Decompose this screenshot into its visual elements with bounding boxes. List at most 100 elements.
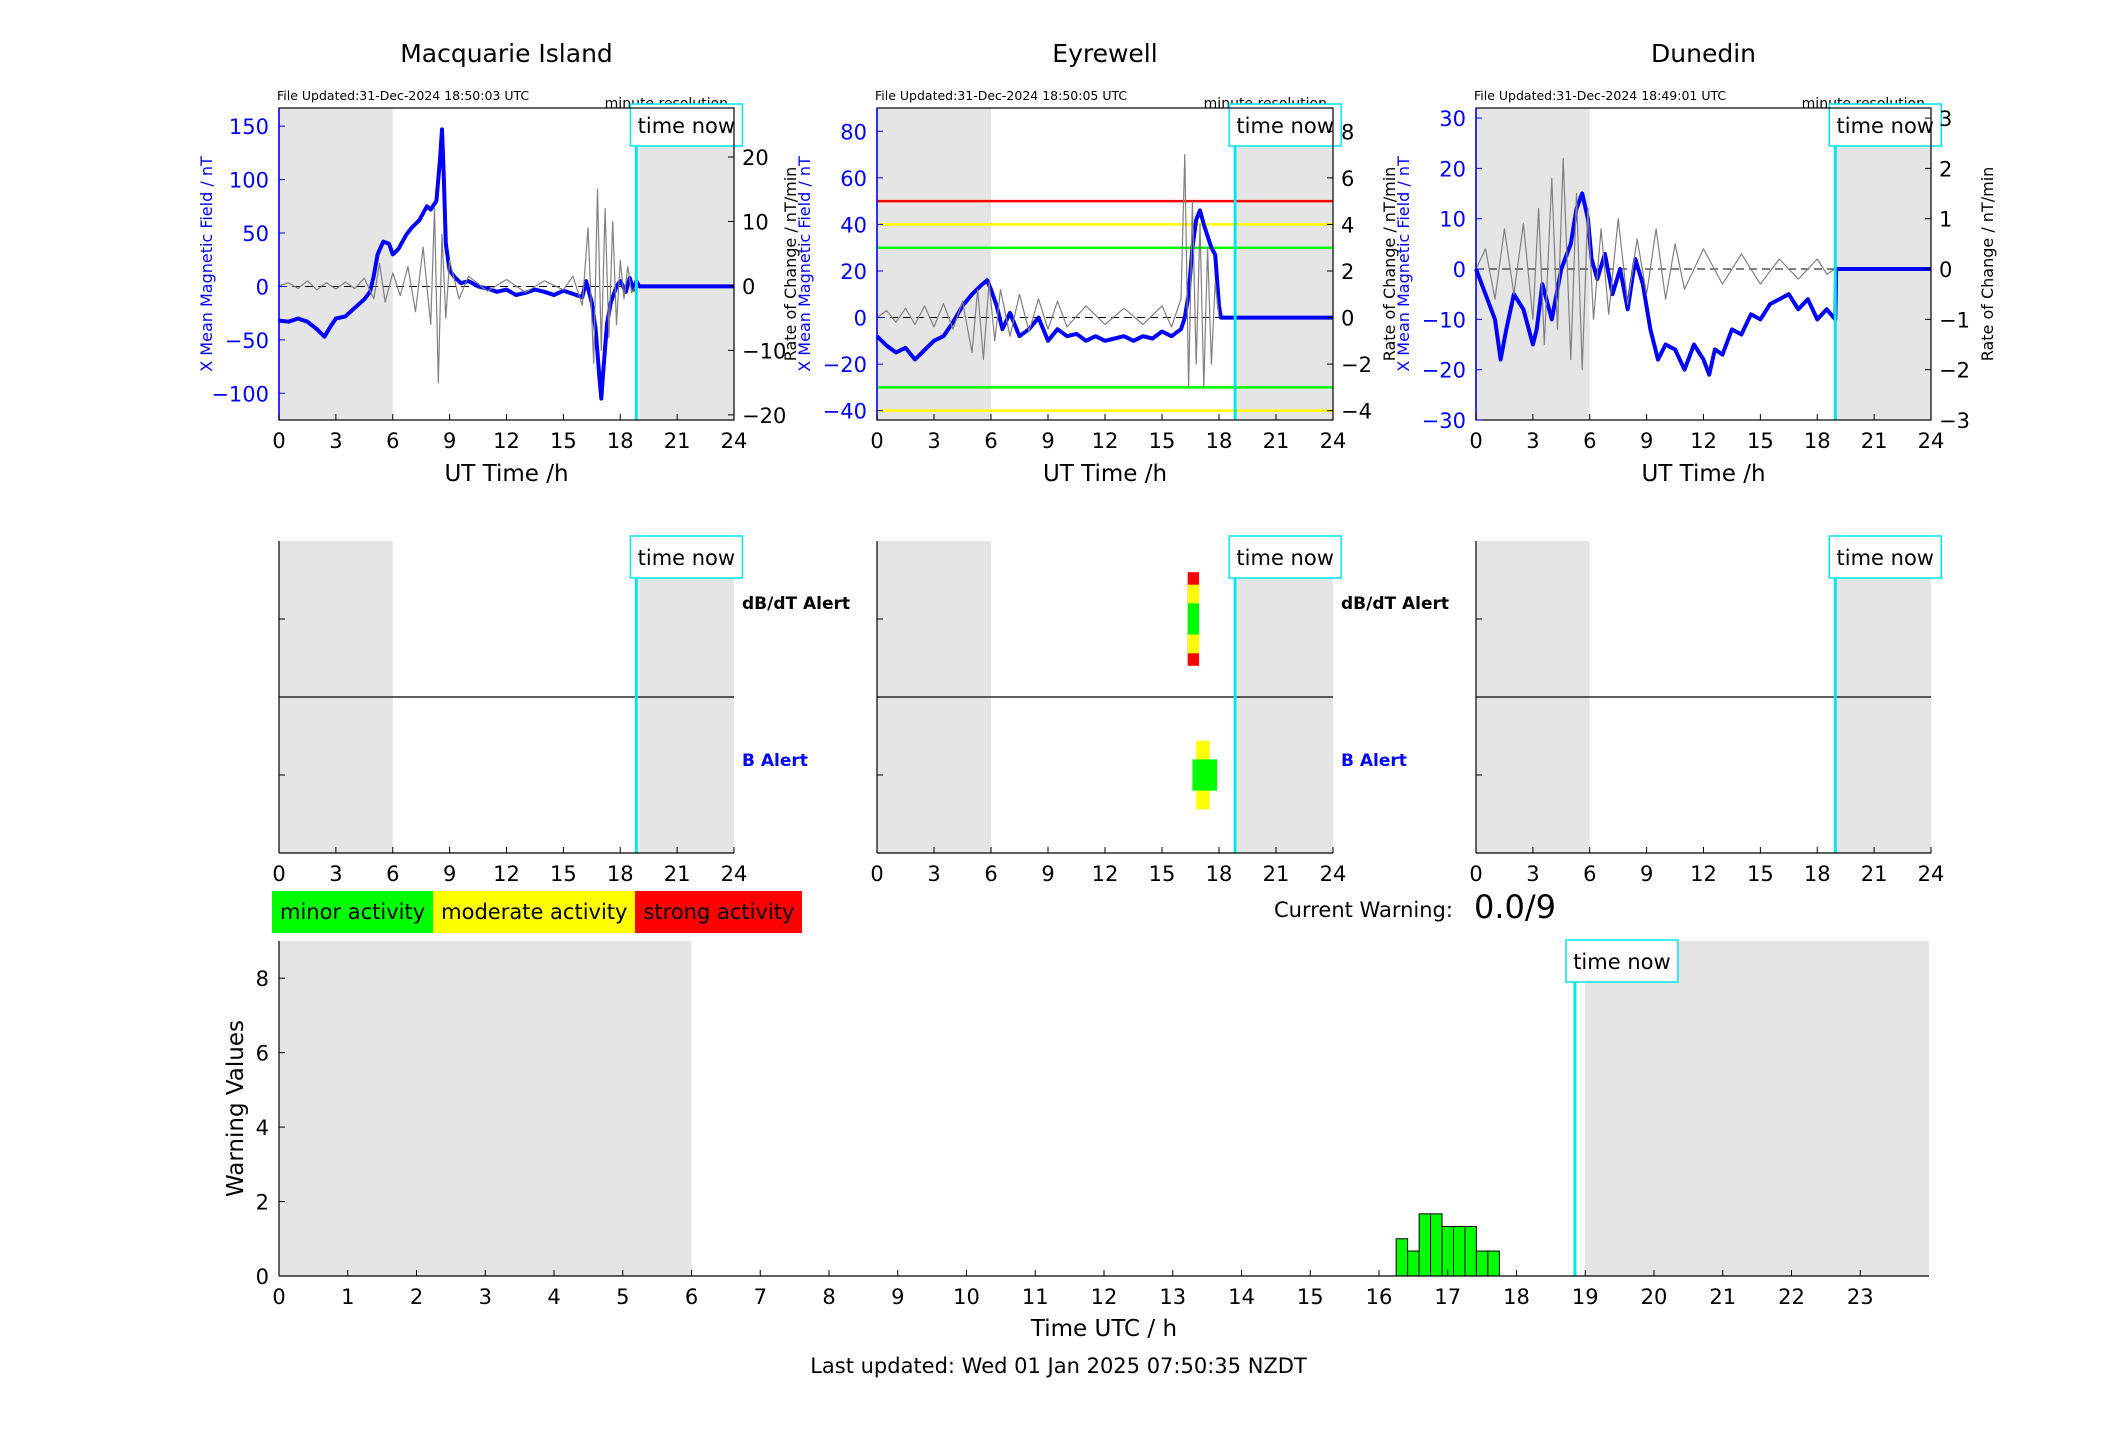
- chart-2-ytick-label: 20: [840, 260, 867, 284]
- alert-panel-1-xtick-label: 24: [721, 862, 748, 886]
- chart-1-y2tick-label: −10: [742, 339, 786, 363]
- chart-3-rate-series: [1475, 157, 1836, 371]
- chart-3-night-shade-0: [1476, 108, 1590, 420]
- alert-panel-1-xtick-label: 6: [386, 862, 399, 886]
- alert-panel-3-xtick-label: 12: [1690, 862, 1717, 886]
- chart-1-y2tick-label: 10: [742, 210, 769, 234]
- legend-moderate-activity: moderate activity: [433, 891, 636, 933]
- alert-panel-2-xtick-label: 6: [984, 862, 997, 886]
- warning-chart-xtick-label: 11: [1022, 1285, 1049, 1309]
- warning-chart-ylabel: Warning Values: [223, 1020, 249, 1197]
- chart-3-time-now-label: time now: [1837, 114, 1934, 138]
- chart-1-xtick-label: 6: [386, 429, 399, 453]
- chart-3-xtick-label: 12: [1690, 429, 1717, 453]
- chart-1-ylabel: X Mean Magnetic Field / nT: [197, 156, 216, 372]
- warning-bar-6: [1464, 1225, 1477, 1277]
- chart-3-xtick-label: 18: [1804, 429, 1831, 453]
- chart-3-night-shade-1: [1836, 108, 1931, 420]
- chart-2-y2tick-label: 4: [1341, 213, 1354, 237]
- chart-1-xtick-label: 18: [607, 429, 634, 453]
- chart-1-rate-series: [278, 188, 637, 384]
- chart-3-xtick-label: 0: [1469, 429, 1482, 453]
- chart-3-y2tick-label: 2: [1939, 157, 1952, 181]
- chart-1-y2tick-label: 20: [742, 146, 769, 170]
- chart-3-y2tick-label: −2: [1939, 359, 1970, 383]
- alert-panel-1-time-now-box: [629, 535, 744, 579]
- chart-3-y2label: Rate of Change / nT/min: [1978, 167, 1997, 362]
- warning-bar-3: [1430, 1213, 1443, 1277]
- warning-chart-ytick-label: 0: [256, 1265, 269, 1289]
- warning-chart-xtick-label: 6: [685, 1285, 698, 1309]
- warning-chart-xtick-label: 9: [891, 1285, 904, 1309]
- warning-bar-7: [1475, 1250, 1489, 1277]
- alert-panel-1-xtick-label: 0: [272, 862, 285, 886]
- chart-2-rate-series: [876, 154, 1220, 388]
- chart-2-ytick-label: 80: [840, 120, 867, 144]
- alert-panel-2-xtick-label: 12: [1092, 862, 1119, 886]
- alert-panel-3-xtick-label: 21: [1861, 862, 1888, 886]
- warning-chart-xtick-label: 3: [479, 1285, 492, 1309]
- alert-panel-3-xtick-label: 18: [1804, 862, 1831, 886]
- chart-1-y2label: Rate of Change / nT/min: [781, 167, 800, 362]
- chart-3-y2tick-label: 0: [1939, 258, 1952, 282]
- chart-1-file-updated: File Updated:31-Dec-2024 18:50:03 UTC: [277, 88, 529, 103]
- warning-bar-4: [1441, 1225, 1454, 1277]
- chart-1-ytick-label: 150: [229, 115, 269, 139]
- warning-chart-xtick-label: 4: [547, 1285, 560, 1309]
- current-warning-label: Current Warning:: [1274, 898, 1453, 922]
- alert-panel-1-xtick-label: 3: [329, 862, 342, 886]
- alert-panel-3-xtick-label: 9: [1640, 862, 1653, 886]
- chart-3-y2tick-label: −3: [1939, 409, 1970, 433]
- alert-panel-3-xtick-label: 3: [1526, 862, 1539, 886]
- alert-panel-2-dbdt-label: dB/dT Alert: [1341, 594, 1449, 614]
- alert-panel-2-b-alert-minor: [1192, 759, 1218, 791]
- chart-1-title: Macquarie Island: [400, 39, 613, 68]
- warning-chart-xtick-label: 23: [1847, 1285, 1874, 1309]
- warning-chart-xlabel: Time UTC / h: [1030, 1316, 1177, 1342]
- chart-3-xtick-label: 3: [1526, 429, 1539, 453]
- chart-3-title: Dunedin: [1651, 39, 1756, 68]
- chart-2-time-now-label: time now: [1236, 114, 1333, 138]
- chart-2-y2tick-label: 6: [1341, 167, 1354, 191]
- warning-chart-xtick-label: 0: [272, 1285, 285, 1309]
- chart-2-xtick-label: 6: [984, 429, 997, 453]
- alert-panel-3-xtick-label: 6: [1583, 862, 1596, 886]
- alert-panel-1-xtick-label: 15: [550, 862, 577, 886]
- alert-panel-2-xtick-label: 3: [927, 862, 940, 886]
- alert-panel-3-xtick-label: 0: [1469, 862, 1482, 886]
- alert-panel-2-xtick-label: 0: [870, 862, 883, 886]
- warning-chart-xtick-label: 21: [1709, 1285, 1736, 1309]
- chart-3-ylabel: X Mean Magnetic Field / nT: [1394, 156, 1413, 372]
- chart-2-y2tick-label: 2: [1341, 260, 1354, 284]
- chart-3-ytick-label: −10: [1422, 308, 1466, 332]
- legend-minor-activity: minor activity: [272, 891, 434, 933]
- current-warning-value: 0.0/9: [1474, 888, 1557, 926]
- alert-panel-2-xtick-label: 9: [1041, 862, 1054, 886]
- warning-chart-xtick-label: 1: [341, 1285, 354, 1309]
- warning-chart-xtick-label: 17: [1434, 1285, 1461, 1309]
- alert-panel-2-b-label: B Alert: [1341, 751, 1407, 771]
- chart-1-ytick-label: −100: [211, 382, 269, 406]
- alert-panel-3-time-now-label: time now: [1837, 546, 1934, 570]
- chart-2-xtick-label: 15: [1149, 429, 1176, 453]
- warning-chart-xtick-label: 22: [1778, 1285, 1805, 1309]
- warning-chart-xtick-label: 16: [1366, 1285, 1393, 1309]
- chart-1-ytick-label: 0: [256, 275, 269, 299]
- warning-chart-xtick-label: 2: [410, 1285, 423, 1309]
- chart-3-y2tick-label: 3: [1939, 107, 1952, 131]
- chart-2-night-shade-0: [877, 108, 991, 420]
- chart-1-xtick-label: 21: [664, 429, 691, 453]
- warning-chart-xtick-label: 5: [616, 1285, 629, 1309]
- chart-1-ytick-label: −50: [225, 329, 269, 353]
- chart-3-xtick-label: 6: [1583, 429, 1596, 453]
- legend-strong-activity: strong activity: [635, 891, 803, 933]
- chart-2-ylabel: X Mean Magnetic Field / nT: [795, 156, 814, 372]
- alert-panel-3-xtick-label: 24: [1918, 862, 1945, 886]
- chart-2-ytick-label: 40: [840, 213, 867, 237]
- chart-1-time-now-label: time now: [638, 114, 735, 138]
- chart-2-title: Eyrewell: [1052, 39, 1157, 68]
- warning-chart-xtick-label: 20: [1641, 1285, 1668, 1309]
- chart-3-field-series: [1474, 191, 1931, 377]
- alert-panel-1-time-now-label: time now: [638, 546, 735, 570]
- chart-1-xtick-label: 3: [329, 429, 342, 453]
